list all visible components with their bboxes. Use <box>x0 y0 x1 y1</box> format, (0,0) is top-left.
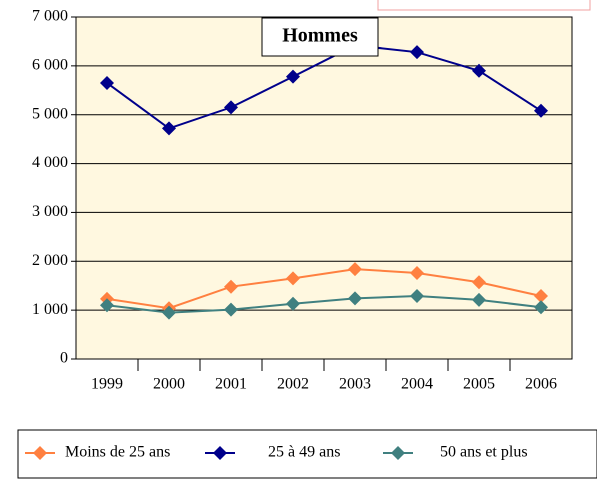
decoration <box>377 0 591 11</box>
y-tick-label: 1 000 <box>32 301 68 318</box>
x-tick-label: 2001 <box>215 376 247 393</box>
x-tick-label: 2006 <box>525 376 557 393</box>
chart-title: Hommes <box>282 25 358 47</box>
y-tick-label: 5 000 <box>32 105 68 122</box>
data-point <box>162 305 176 320</box>
data-point <box>410 288 424 303</box>
data-point <box>348 291 362 306</box>
data-point <box>472 63 486 78</box>
title-box <box>261 17 379 57</box>
y-tick-label: 3 000 <box>32 203 68 220</box>
x-tick-label: 2004 <box>401 376 433 393</box>
x-tick-label: 2005 <box>463 376 495 393</box>
legend-label: 50 ans et plus <box>440 444 528 461</box>
series-line <box>106 268 542 310</box>
x-tick-label: 2003 <box>339 376 371 393</box>
data-point <box>224 279 238 294</box>
data-point <box>224 302 238 317</box>
x-tick-label: 1999 <box>91 376 123 393</box>
series-line <box>106 294 542 314</box>
y-tick-label: 0 <box>60 350 68 367</box>
data-point <box>224 100 238 115</box>
legend <box>17 429 597 479</box>
legend-marker <box>213 446 227 460</box>
legend-label: 25 à 49 ans <box>268 444 340 461</box>
data-point <box>410 45 424 60</box>
legend-marker <box>391 446 405 460</box>
data-point <box>534 103 548 118</box>
data-point <box>162 121 176 136</box>
data-point <box>534 300 548 315</box>
x-tick-label: 2002 <box>277 376 309 393</box>
data-point <box>286 296 300 311</box>
legend-marker <box>33 446 47 460</box>
data-point <box>534 288 548 303</box>
x-tick-label: 2000 <box>153 376 185 393</box>
data-point <box>100 75 114 90</box>
y-tick-label: 2 000 <box>32 252 68 269</box>
y-tick-label: 4 000 <box>32 154 68 171</box>
plot-area <box>75 16 573 360</box>
data-point <box>100 298 114 313</box>
data-point <box>472 275 486 290</box>
data-point <box>286 271 300 286</box>
data-point <box>348 262 362 277</box>
data-point <box>286 69 300 84</box>
legend-label: Moins de 25 ans <box>65 444 170 461</box>
y-tick-label: 7 000 <box>32 8 68 25</box>
data-point <box>472 292 486 307</box>
data-point <box>410 266 424 281</box>
series-line <box>106 44 542 130</box>
y-tick-label: 6 000 <box>32 57 68 74</box>
